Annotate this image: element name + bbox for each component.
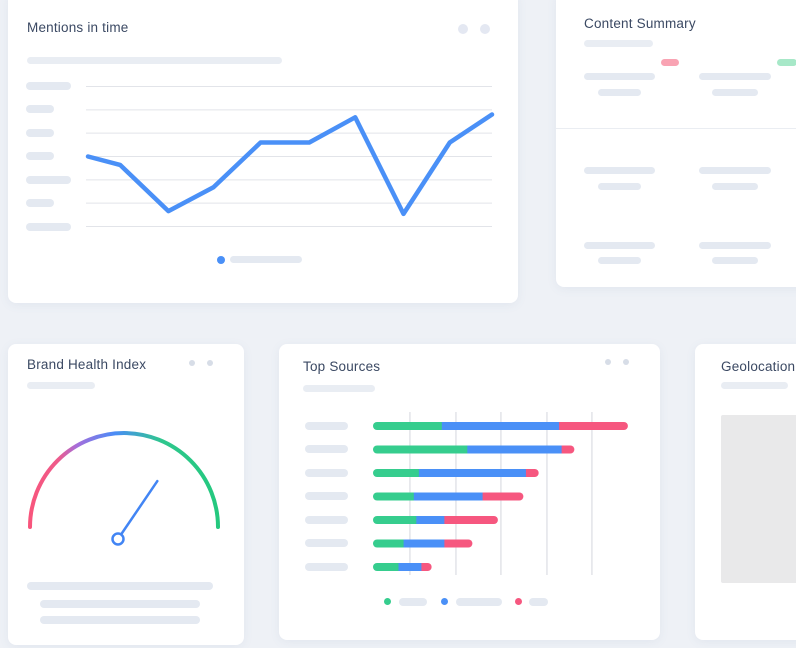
bar-label-placeholder <box>305 422 348 430</box>
stat-label-placeholder <box>712 257 758 264</box>
subtitle-placeholder <box>303 385 375 392</box>
summary-line-placeholder <box>40 616 200 624</box>
section-divider <box>556 128 796 129</box>
y-tick-placeholder <box>26 152 54 160</box>
y-tick-placeholder <box>26 199 54 207</box>
brand-health-title: Brand Health Index <box>27 357 147 372</box>
subtitle-placeholder <box>27 382 95 389</box>
positive-badge <box>777 59 796 66</box>
menu-dot-icon <box>623 359 629 365</box>
summary-line-placeholder <box>27 582 213 590</box>
brand-health-gauge <box>28 431 220 546</box>
y-tick-placeholder <box>26 176 71 184</box>
subtitle-placeholder <box>27 57 282 64</box>
stat-label-placeholder <box>712 89 758 96</box>
map-placeholder <box>721 415 796 583</box>
bar-label-placeholder <box>305 563 348 571</box>
menu-dot-icon <box>207 360 213 366</box>
content-summary-card: Content Summary <box>556 0 796 287</box>
subtitle-placeholder <box>584 40 653 47</box>
geolocation-title: Geolocation <box>721 359 796 374</box>
legend-label-placeholder <box>456 598 502 606</box>
bar-label-placeholder <box>305 445 348 453</box>
bar-label-placeholder <box>305 539 348 547</box>
subtitle-placeholder <box>721 382 788 389</box>
stat-label-placeholder <box>598 257 641 264</box>
menu-dot-icon <box>605 359 611 365</box>
stat-value-placeholder <box>699 242 771 249</box>
legend-dot-pink-icon <box>515 598 522 605</box>
y-tick-placeholder <box>26 105 54 113</box>
legend-label-placeholder <box>529 598 548 606</box>
top-sources-card: Top Sources <box>279 344 660 640</box>
stat-label-placeholder <box>712 183 758 190</box>
mentions-card: Mentions in time <box>8 0 518 303</box>
legend-dot-icon <box>217 256 225 264</box>
stat-value-placeholder <box>584 242 655 249</box>
legend-dot-green-icon <box>384 598 391 605</box>
summary-line-placeholder <box>40 600 200 608</box>
mentions-title: Mentions in time <box>27 20 129 35</box>
legend-label-placeholder <box>399 598 427 606</box>
stat-label-placeholder <box>598 89 641 96</box>
top-sources-bar-chart <box>373 412 628 575</box>
bar-label-placeholder <box>305 469 348 477</box>
menu-dot-icon <box>189 360 195 366</box>
brand-health-card: Brand Health Index <box>8 344 244 645</box>
mentions-line-chart <box>85 86 495 227</box>
y-tick-placeholder <box>26 82 71 90</box>
content-summary-title: Content Summary <box>584 16 696 31</box>
menu-dot-icon <box>458 24 468 34</box>
stat-value-placeholder <box>584 73 655 80</box>
negative-badge <box>661 59 679 66</box>
y-tick-placeholder <box>26 223 71 231</box>
stat-value-placeholder <box>584 167 655 174</box>
top-sources-title: Top Sources <box>303 359 381 374</box>
stat-value-placeholder <box>699 167 771 174</box>
geolocation-card: Geolocation <box>695 344 796 640</box>
stat-value-placeholder <box>699 73 771 80</box>
legend-dot-blue-icon <box>441 598 448 605</box>
bar-label-placeholder <box>305 492 348 500</box>
y-tick-placeholder <box>26 129 54 137</box>
menu-dot-icon <box>480 24 490 34</box>
legend-label-placeholder <box>230 256 302 263</box>
stat-label-placeholder <box>598 183 641 190</box>
bar-label-placeholder <box>305 516 348 524</box>
